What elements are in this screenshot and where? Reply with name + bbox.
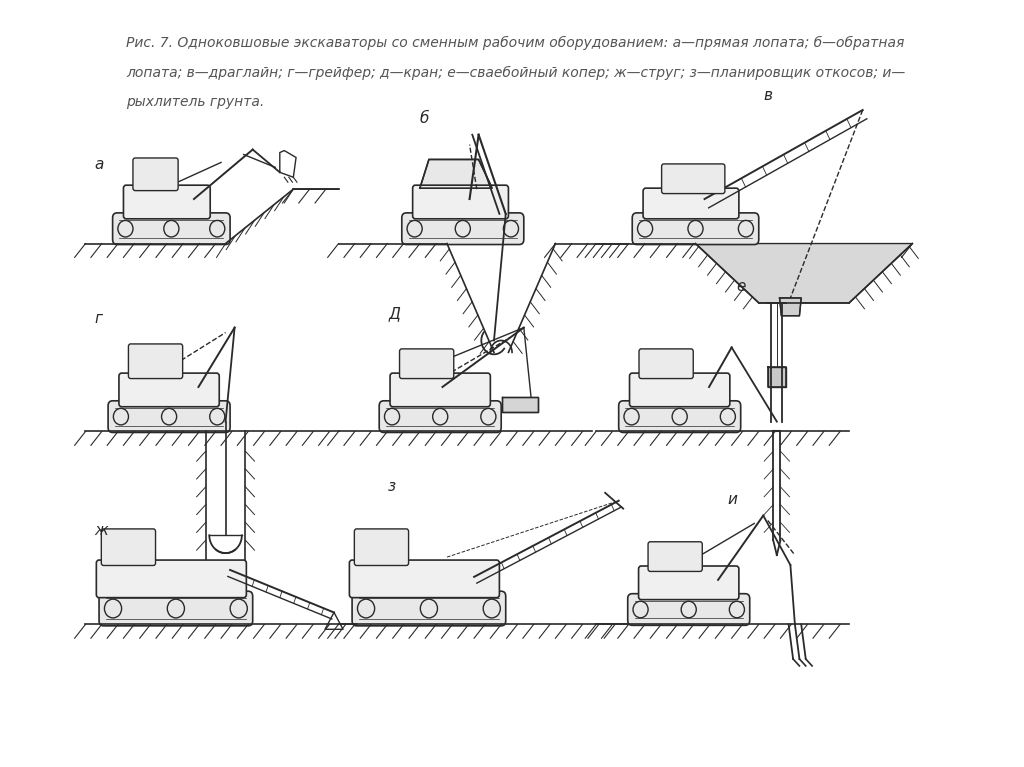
FancyBboxPatch shape [662,164,725,193]
FancyBboxPatch shape [113,213,230,245]
FancyBboxPatch shape [648,542,702,571]
FancyBboxPatch shape [96,560,247,597]
Text: г: г [94,311,102,326]
FancyBboxPatch shape [628,594,750,625]
FancyBboxPatch shape [632,213,759,245]
Text: и: и [727,492,737,507]
FancyBboxPatch shape [639,349,693,379]
FancyBboxPatch shape [390,373,490,407]
Text: з: з [388,479,396,494]
FancyBboxPatch shape [133,158,178,191]
FancyBboxPatch shape [399,349,454,379]
FancyBboxPatch shape [639,566,739,600]
FancyBboxPatch shape [99,591,253,626]
Polygon shape [779,298,801,316]
Text: лопата; в—драглайн; г—грейфер; д—кран; е—сваебойный копер; ж—струг; з—планировщи: лопата; в—драглайн; г—грейфер; д—кран; е… [126,65,905,80]
FancyBboxPatch shape [413,185,509,219]
FancyBboxPatch shape [618,401,740,433]
FancyBboxPatch shape [643,188,739,219]
Text: б: б [420,111,429,126]
Text: Д: Д [388,306,400,321]
Text: а: а [94,157,103,173]
Text: ж: ж [94,523,109,538]
FancyBboxPatch shape [401,213,524,245]
Polygon shape [695,244,912,303]
FancyBboxPatch shape [119,373,219,407]
FancyBboxPatch shape [352,591,506,626]
Text: рыхлитель грунта.: рыхлитель грунта. [126,95,264,109]
FancyBboxPatch shape [101,529,156,565]
Text: Рис. 7. Одноковшовые экскаваторы со сменным рабочим оборудованием: а—прямая лопа: Рис. 7. Одноковшовые экскаваторы со смен… [126,36,904,50]
Polygon shape [502,397,539,412]
FancyBboxPatch shape [128,344,182,379]
FancyBboxPatch shape [630,373,730,407]
FancyBboxPatch shape [124,185,210,219]
Polygon shape [768,367,785,387]
FancyBboxPatch shape [354,529,409,565]
Polygon shape [420,160,493,188]
FancyBboxPatch shape [349,560,500,597]
FancyBboxPatch shape [379,401,501,433]
Text: в: в [763,88,772,103]
FancyBboxPatch shape [109,401,230,433]
Text: е: е [736,279,745,294]
